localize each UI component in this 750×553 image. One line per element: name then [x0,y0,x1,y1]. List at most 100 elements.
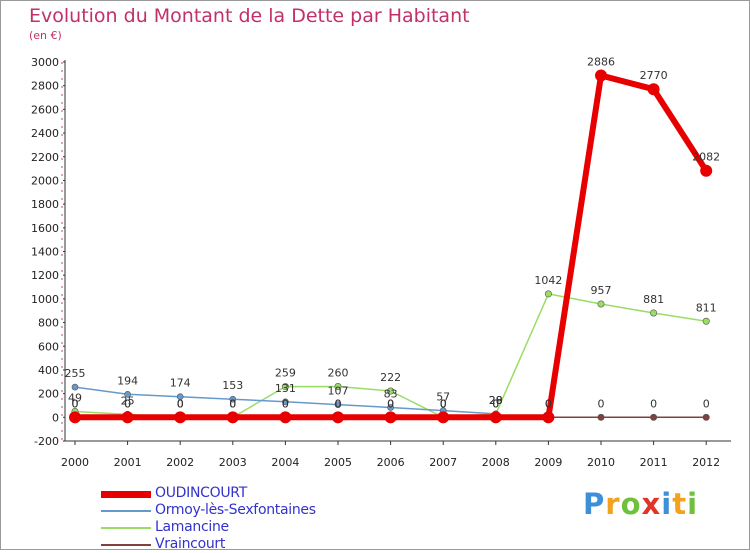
x-tick-label: 2012 [692,456,720,469]
legend-swatch [101,527,151,529]
data-label: 0 [124,397,131,410]
data-label: 0 [492,397,499,410]
data-label: 0 [703,397,710,410]
data-label: 811 [696,301,717,314]
data-point [121,411,134,424]
data-label: 25 [121,394,135,407]
data-label: 2886 [587,56,615,69]
data-label: 174 [170,377,191,390]
data-label: 0 [598,397,605,410]
data-label: 0 [177,397,184,410]
data-label: 0 [440,397,447,410]
data-point [702,413,710,421]
x-tick-label: 2007 [429,456,457,469]
legend-label: Lamancine [155,519,229,535]
data-point [647,83,660,96]
proxiti-logo: Proxiti [583,487,698,521]
data-point [69,411,81,424]
legend-swatch [101,544,151,546]
y-tick-label: 1200 [31,269,59,282]
data-label: 29 [489,394,503,407]
data-label: 957 [591,284,612,297]
chart-value-labels: 0 0 0 0 0 0 0 0 0 0 2886 2770 2082 255 194 174 153 131 107… [65,56,721,411]
data-label: 0 [177,397,184,410]
data-point [437,411,450,424]
data-label: 0 [177,397,184,410]
data-point [700,164,713,177]
x-tick-label: 2005 [324,456,352,469]
y-tick-label: 2200 [31,151,59,164]
legend-swatch [101,510,151,512]
y-tick-label: 2800 [31,80,59,93]
data-point [384,411,397,424]
y-tick-label: 2000 [31,174,59,187]
chart-title: Evolution du Montant de la Dette par Hab… [29,5,470,27]
data-label: 0 [545,397,552,410]
x-tick-label: 2004 [271,456,299,469]
data-point [176,393,184,401]
x-tick-label: 2009 [534,456,562,469]
chart-series [69,69,713,424]
logo-letter: i [687,487,699,521]
logo-letter: t [672,487,688,521]
data-point [544,290,552,298]
data-point [279,411,292,424]
data-label: 83 [384,387,398,400]
data-point [334,401,342,408]
data-label: 0 [440,397,447,410]
data-label: 0 [492,397,499,410]
legend-label: Vraincourt [155,536,226,552]
y-tick-label: 1000 [31,293,59,306]
data-label: 0 [72,397,79,410]
data-point [387,387,395,395]
data-label: 2770 [640,69,668,82]
data-point [281,383,289,391]
data-label: 0 [282,397,289,410]
data-label: 2082 [692,151,720,164]
y-tick-label: 800 [38,317,59,330]
data-label: 0 [650,397,657,410]
data-label: 131 [275,382,296,395]
data-label: 0 [335,397,342,410]
y-tick-label: 1600 [31,222,59,235]
y-tick-label: 1400 [31,246,59,259]
data-point [597,300,605,308]
y-tick-label: 2600 [31,103,59,116]
x-tick-label: 2002 [166,456,194,469]
data-label: 153 [222,379,243,392]
data-label: 0 [387,397,394,410]
data-label: 0 [282,397,289,410]
data-label: 1042 [534,274,562,287]
data-point [387,404,394,411]
x-tick-label: 2006 [377,456,405,469]
data-point [702,317,710,325]
data-label: 0 [545,397,552,410]
chart-axes: -200020040060080010001200140016001800200… [31,56,731,469]
y-tick-label: 600 [38,340,59,353]
data-point [650,309,658,317]
legend-label: Ormoy-lès-Sexfontaines [155,502,316,518]
data-point [332,411,344,424]
data-point [229,395,237,403]
y-tick-label: 200 [38,388,59,401]
data-label: 0 [229,397,236,410]
data-point [489,411,502,424]
x-tick-label: 2001 [114,456,142,469]
y-tick-label: 400 [38,364,59,377]
x-tick-label: 2003 [219,456,247,469]
data-label: 0 [229,397,236,410]
data-point [595,69,607,82]
data-point [226,411,239,424]
logo-letter: x [641,487,662,521]
data-label: 0 [335,397,342,410]
y-tick-label: 0 [52,411,59,424]
legend-label: OUDINCOURT [155,485,247,501]
logo-letter: r [605,487,621,521]
y-tick-label: 3000 [31,56,59,69]
data-label: 57 [436,391,450,404]
data-label: 28 [489,394,503,407]
data-point [334,383,342,391]
data-label: 881 [643,293,664,306]
data-point [71,383,79,391]
